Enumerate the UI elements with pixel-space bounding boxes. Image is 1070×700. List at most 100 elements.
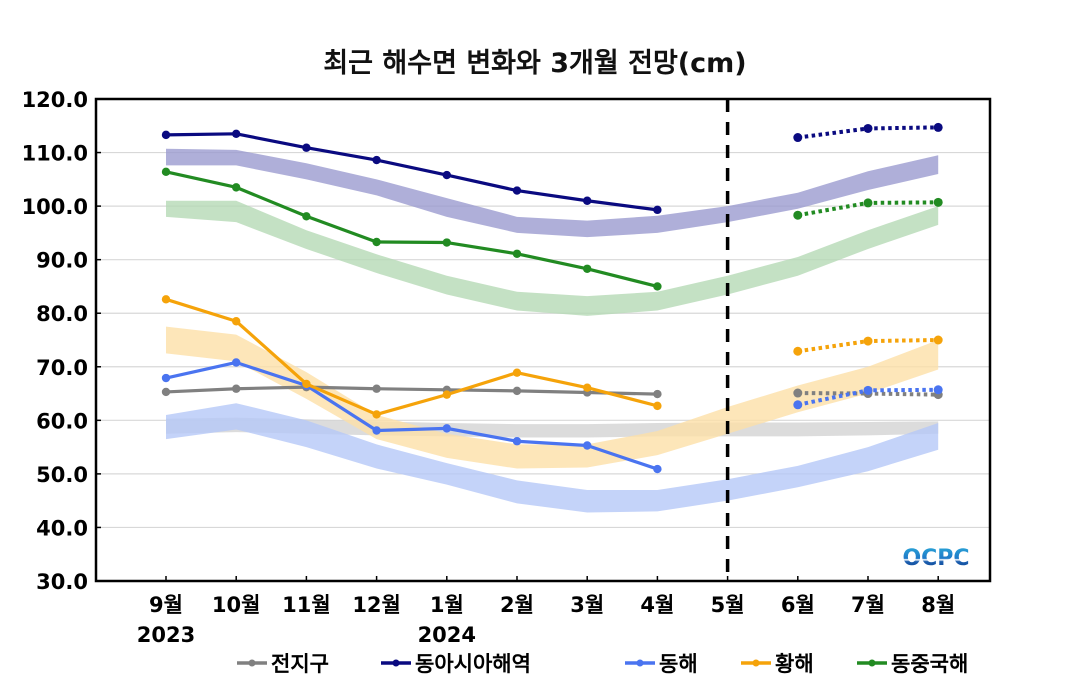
x-tick-label: 8월 <box>921 593 955 617</box>
x-tick-label: 5월 <box>711 593 745 617</box>
y-tick-label: 120.0 <box>22 88 88 112</box>
y-tick-label: 70.0 <box>36 356 88 380</box>
data-point <box>372 237 381 247</box>
forecast-point <box>863 123 873 133</box>
data-point <box>653 389 662 399</box>
data-point <box>161 295 171 304</box>
series-동아시아해역 <box>161 122 943 215</box>
data-point <box>232 183 241 192</box>
x-tick-label: 11월 <box>282 593 331 617</box>
ocpc-logo: OCPC <box>902 546 969 571</box>
forecast-point <box>863 385 873 395</box>
legend-label: 동중국해 <box>891 652 968 676</box>
data-point <box>583 264 592 273</box>
x-year-label: 2023 <box>137 623 195 647</box>
legend-item: 동해 <box>625 652 698 676</box>
x-tick-label: 4월 <box>640 593 674 617</box>
data-point <box>302 143 311 152</box>
legend: 전지구 동아시아해역 동해 황해 동중국해 <box>237 652 968 676</box>
x-tick-label: 2월 <box>500 593 534 617</box>
x-tick-label: 3월 <box>570 593 604 617</box>
observed-line <box>165 297 658 417</box>
data-point <box>302 212 311 221</box>
logo-text: OCPC <box>902 546 969 571</box>
legend-item: 동아시아해역 <box>381 652 531 676</box>
x-year-label: 2024 <box>418 623 476 647</box>
x-tick-label: 12월 <box>352 593 401 617</box>
forecast-point <box>793 388 803 398</box>
y-tick-label: 30.0 <box>36 570 88 594</box>
y-tick-label: 60.0 <box>36 409 88 433</box>
data-point <box>442 170 451 180</box>
y-tick-label: 80.0 <box>36 302 88 326</box>
y-tick-label: 100.0 <box>22 195 88 219</box>
x-tick-label: 10월 <box>212 593 261 617</box>
x-tick-label: 6월 <box>781 593 815 617</box>
forecast-point <box>933 385 943 395</box>
x-tick-label: 9월 <box>149 593 183 617</box>
data-point <box>232 129 241 139</box>
legend-marker <box>752 659 760 667</box>
legend-item: 황해 <box>741 652 814 676</box>
x-tick-label: 1월 <box>430 593 464 617</box>
data-point <box>512 437 522 446</box>
data-point <box>653 282 662 291</box>
observed-line <box>165 132 658 212</box>
legend-label: 황해 <box>775 652 814 676</box>
series-동중국해 <box>161 167 943 291</box>
plot-frame <box>94 97 992 583</box>
y-axis-ticks: 30.0 40.0 50.0 60.0 70.0 80.0 90.0 100.0 110.0 12… <box>22 88 101 594</box>
forecast-point <box>793 346 803 356</box>
data-point <box>161 167 171 177</box>
data-point <box>232 317 241 326</box>
forecast-point <box>863 198 873 208</box>
forecast-point <box>863 336 873 346</box>
forecast-point <box>933 122 943 132</box>
data-point <box>161 130 171 140</box>
forecast-point <box>933 335 943 345</box>
y-tick-label: 90.0 <box>36 249 88 273</box>
observed-line <box>165 385 658 396</box>
observed-line <box>165 360 658 471</box>
data-point <box>372 426 381 435</box>
x-axis-ticks: 9월 10월 11월 12월 1월 2월 3월 4월 5월 6월 7월 8월 2023 2024 <box>137 576 955 647</box>
data-point <box>442 424 451 433</box>
data-point <box>583 196 592 205</box>
data-point <box>512 368 522 377</box>
data-point <box>512 186 522 195</box>
forecast-point <box>793 133 803 143</box>
chart-title: 최근 해수면 변화와 3개월 전망(cm) <box>323 48 746 79</box>
legend-marker <box>636 659 644 667</box>
data-point <box>302 379 311 389</box>
observed-line <box>165 170 658 288</box>
y-tick-label: 40.0 <box>36 516 88 540</box>
forecast-point <box>793 400 803 410</box>
legend-label: 동아시아해역 <box>415 652 531 676</box>
legend-label: 전지구 <box>271 652 329 676</box>
data-point <box>372 410 381 419</box>
y-tick-label: 110.0 <box>22 142 88 166</box>
x-tick-label: 7월 <box>851 593 885 617</box>
data-point <box>372 155 381 165</box>
legend-item: 동중국해 <box>857 652 968 676</box>
forecast-point <box>933 197 943 207</box>
data-point <box>442 390 451 399</box>
legend-marker <box>868 659 876 667</box>
data-point <box>232 384 241 393</box>
series-lines <box>161 122 943 474</box>
legend-item: 전지구 <box>237 652 329 676</box>
forecast-point <box>793 210 803 220</box>
data-point <box>161 387 171 397</box>
band-동해 <box>166 403 939 513</box>
data-point <box>512 249 522 258</box>
data-point <box>583 441 592 450</box>
data-point <box>583 383 592 392</box>
legend-marker <box>392 659 400 667</box>
range-bands <box>166 148 939 513</box>
data-point <box>653 205 662 215</box>
data-point <box>653 464 662 474</box>
data-point <box>372 384 381 393</box>
data-point <box>161 373 171 383</box>
data-point <box>442 238 451 247</box>
